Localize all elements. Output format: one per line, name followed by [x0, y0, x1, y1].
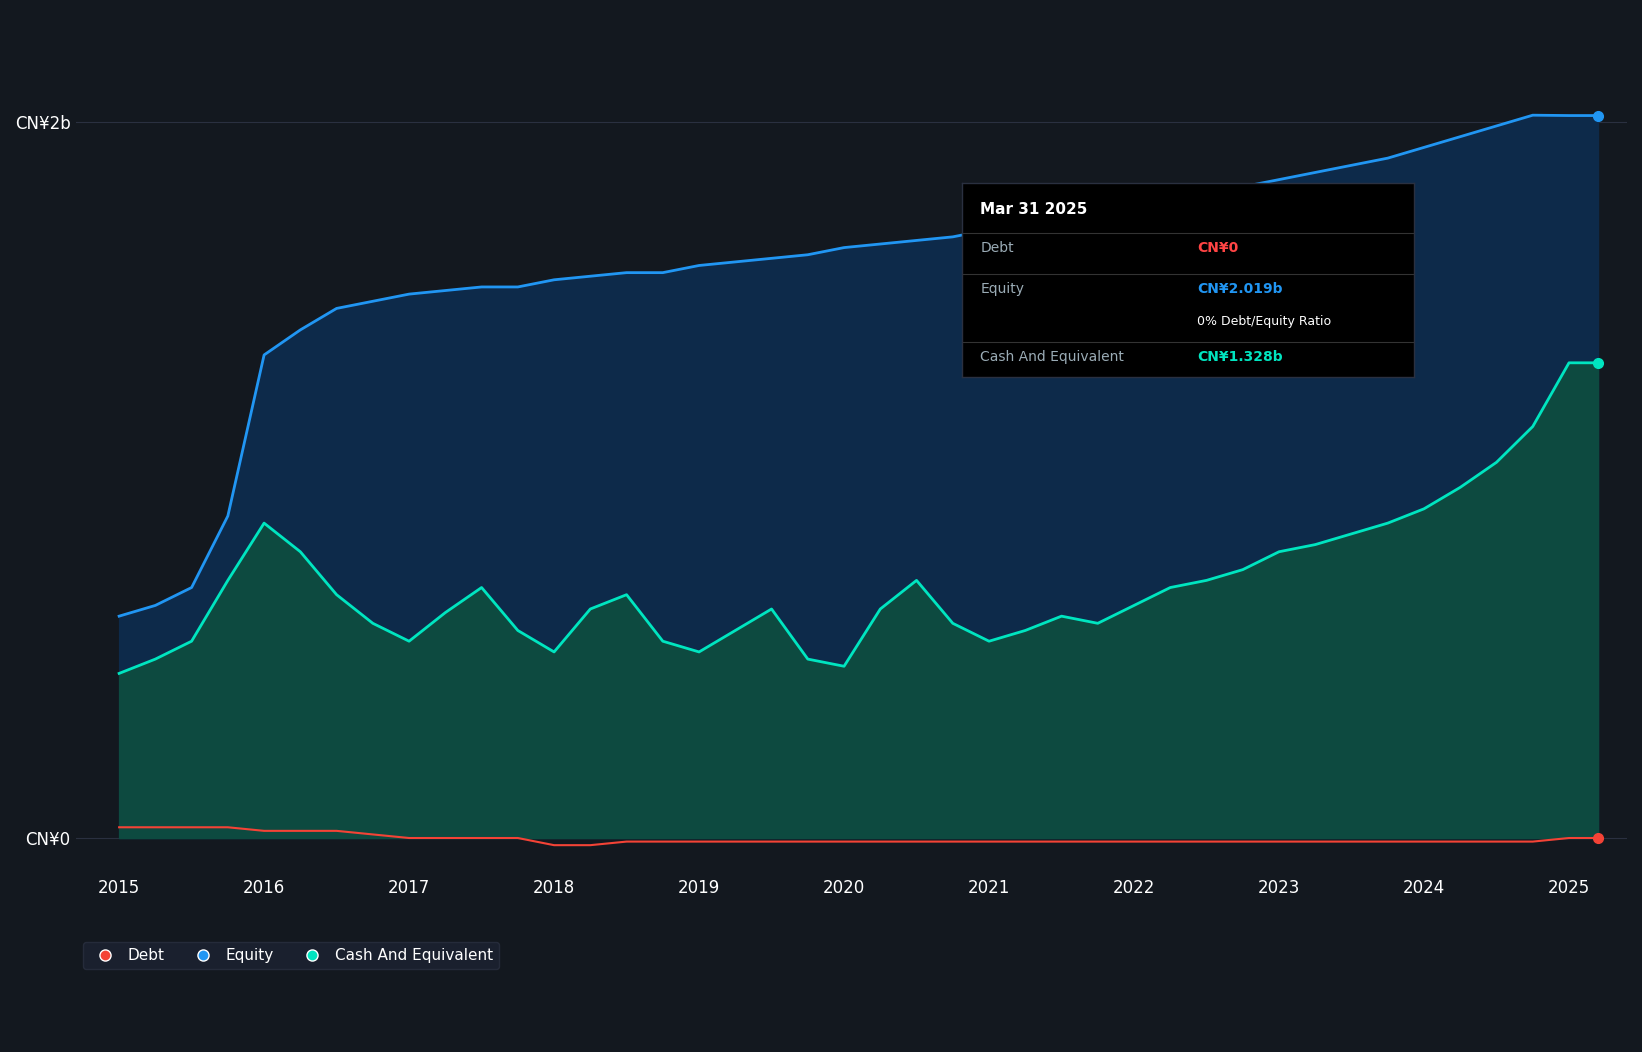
Text: Cash And Equivalent: Cash And Equivalent — [980, 350, 1125, 364]
Text: 0% Debt/Equity Ratio: 0% Debt/Equity Ratio — [1197, 316, 1332, 328]
Text: Equity: Equity — [980, 282, 1025, 296]
Text: Debt: Debt — [980, 241, 1015, 256]
Text: Mar 31 2025: Mar 31 2025 — [980, 202, 1089, 218]
Text: CN¥0: CN¥0 — [1197, 241, 1238, 256]
Text: CN¥1.328b: CN¥1.328b — [1197, 350, 1282, 364]
Legend: Debt, Equity, Cash And Equivalent: Debt, Equity, Cash And Equivalent — [84, 942, 499, 969]
Text: CN¥2.019b: CN¥2.019b — [1197, 282, 1282, 296]
